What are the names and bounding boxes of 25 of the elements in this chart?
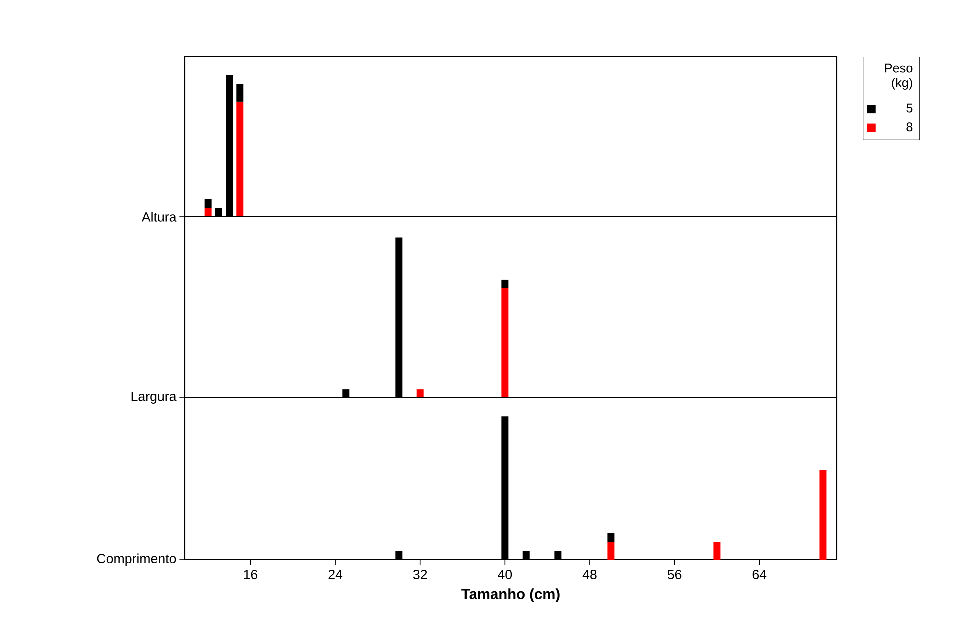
x-tick-label: 64 bbox=[752, 570, 767, 580]
x-tick-label: 40 bbox=[498, 570, 512, 580]
x-tick-label: 56 bbox=[668, 570, 682, 580]
bar bbox=[204, 199, 212, 208]
bar bbox=[236, 84, 244, 102]
text: Comprimento bbox=[97, 554, 176, 566]
x-tick-label: 48 bbox=[582, 570, 597, 580]
text: 5 bbox=[906, 104, 913, 113]
x-tick-label: 16 bbox=[244, 570, 258, 580]
text: Altura bbox=[142, 212, 177, 222]
bar bbox=[502, 288, 509, 398]
text: Largura bbox=[132, 392, 177, 404]
bar bbox=[204, 208, 212, 217]
bar bbox=[416, 390, 424, 398]
text: 8 bbox=[906, 122, 913, 132]
bar bbox=[714, 542, 721, 560]
legend-title: Peso (kg) bbox=[885, 64, 913, 90]
x-tick-label: 32 bbox=[413, 570, 428, 580]
bar bbox=[236, 102, 244, 217]
x-axis-title: Tamanho (cm) bbox=[462, 588, 560, 602]
bar bbox=[608, 542, 615, 560]
x-tick-label: 24 bbox=[328, 570, 343, 580]
bar bbox=[608, 533, 615, 542]
bar bbox=[820, 470, 827, 560]
bar bbox=[502, 280, 509, 288]
